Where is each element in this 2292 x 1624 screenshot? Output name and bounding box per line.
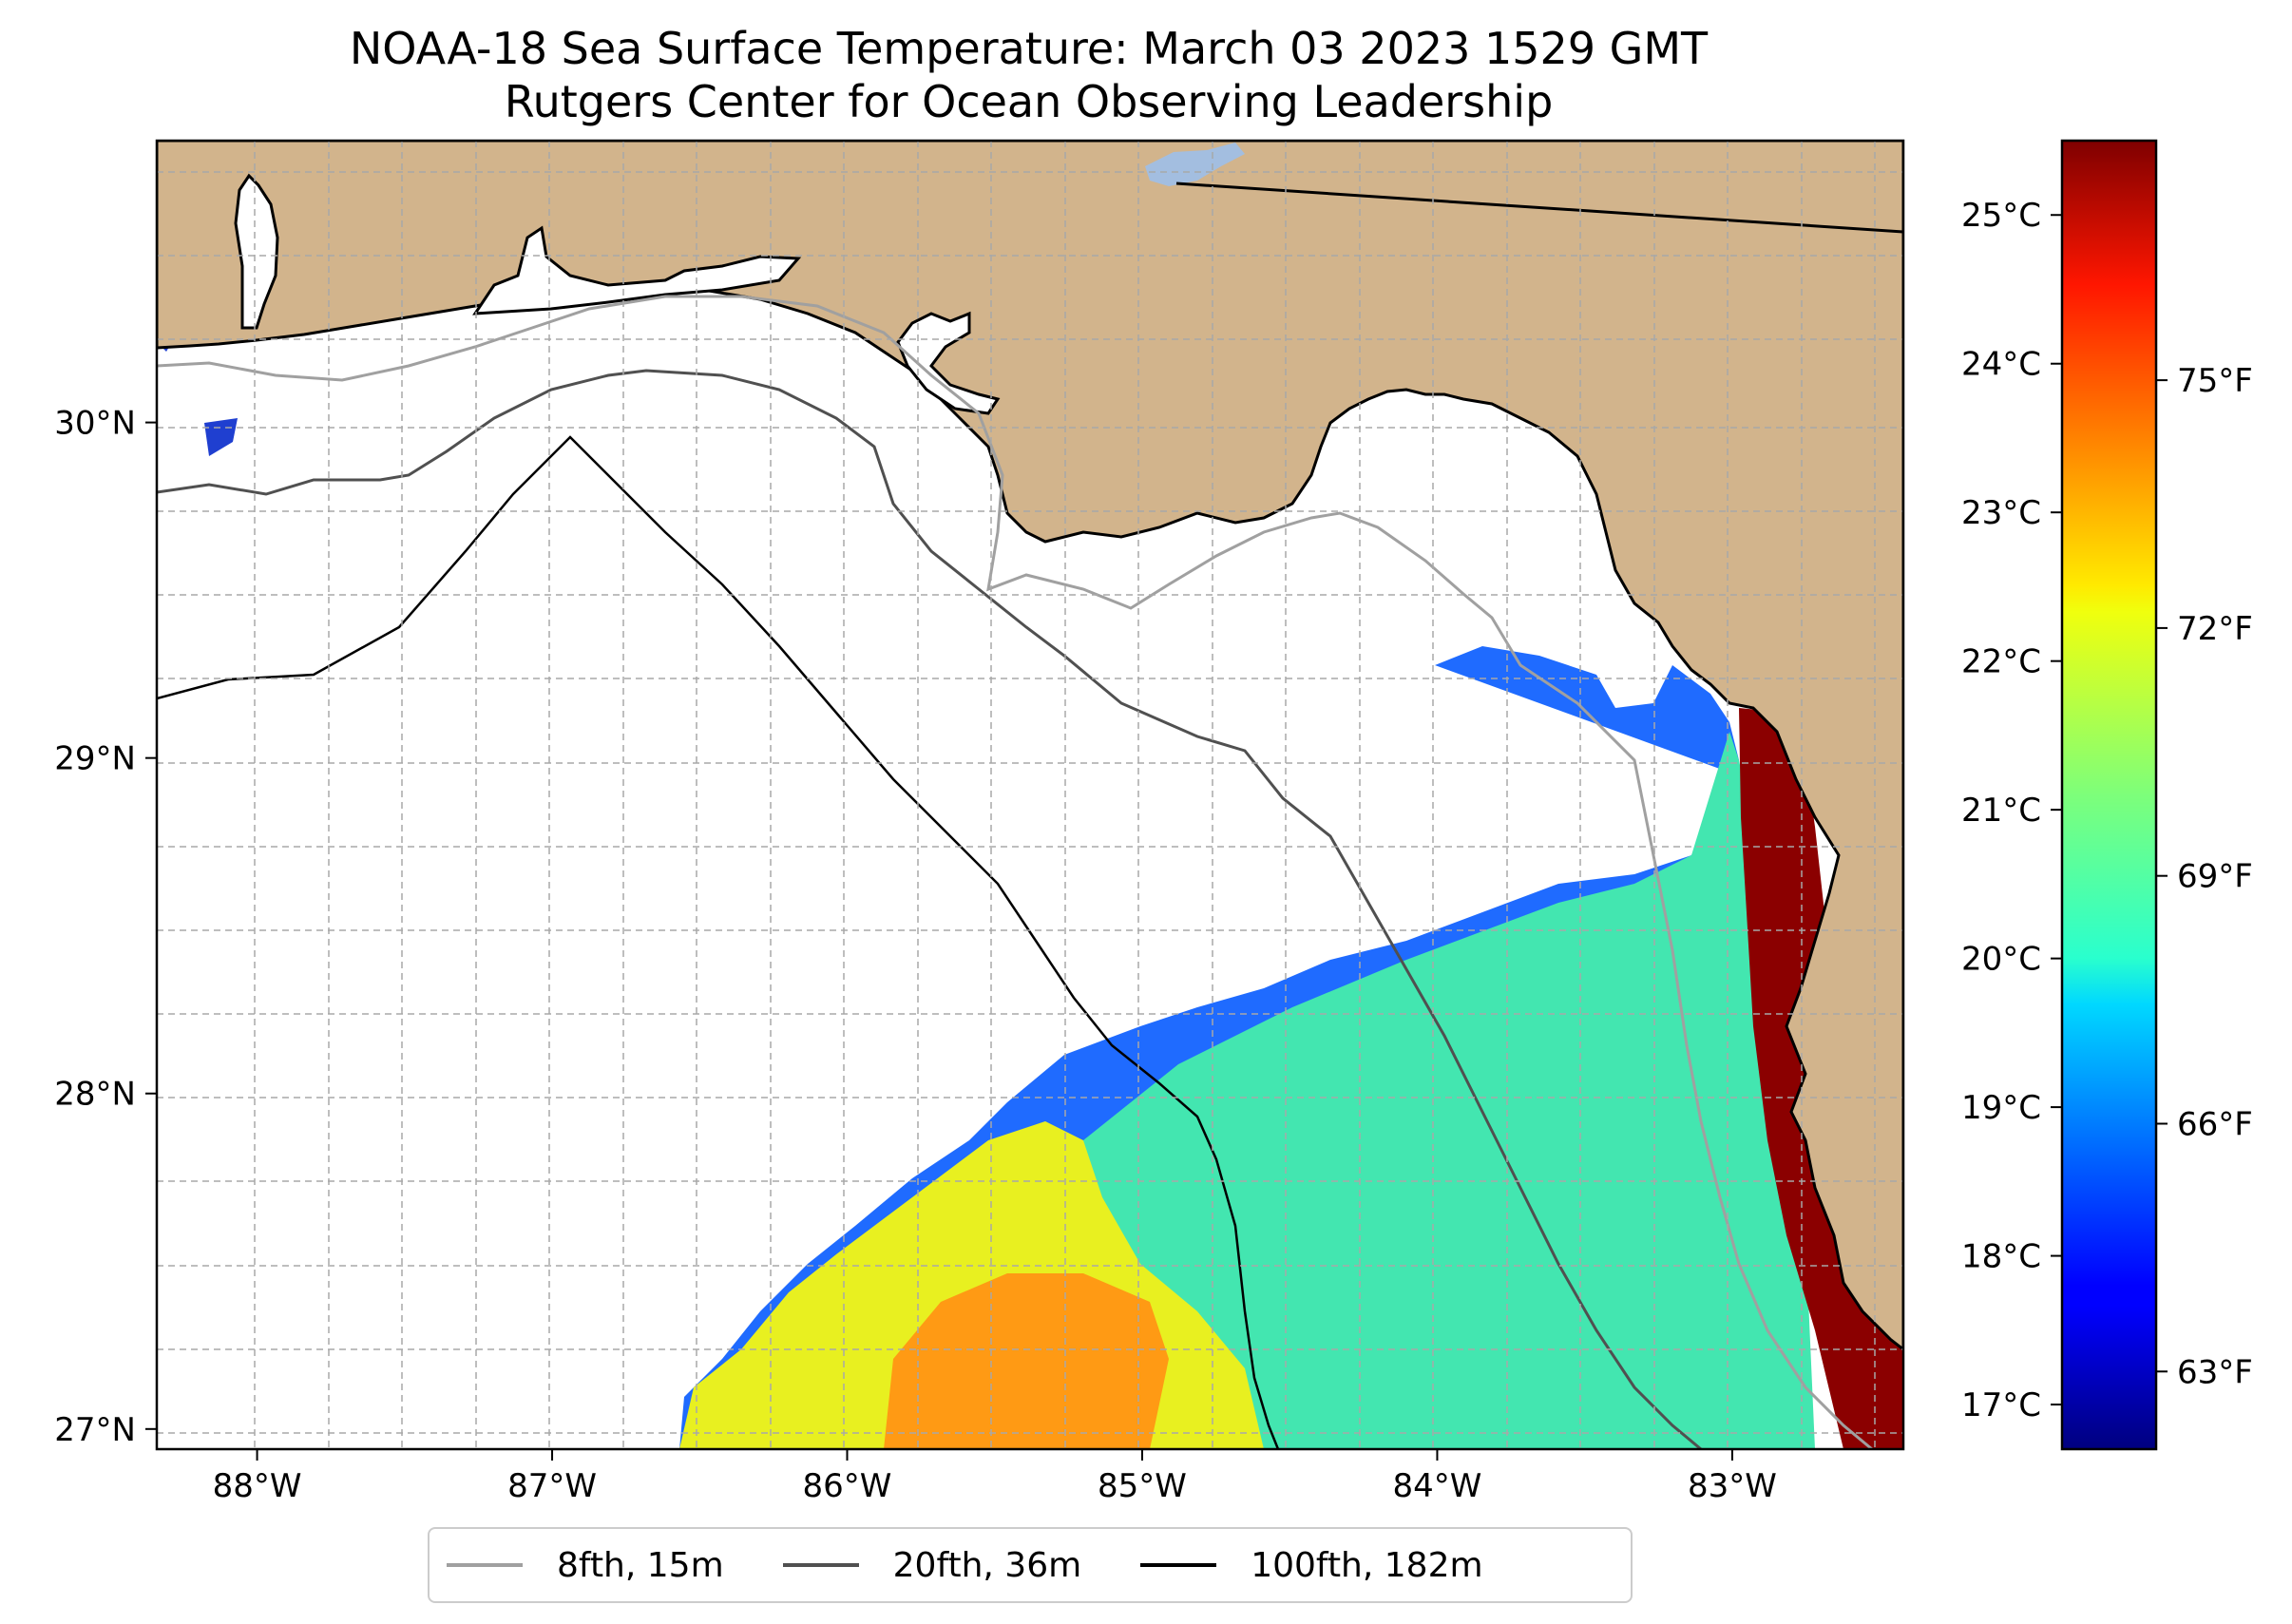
- x-tick-label-3: 85°W: [1098, 1467, 1187, 1505]
- c-tick-label-4: 21°C: [1961, 792, 2041, 830]
- isobath-8fth: [157, 295, 1873, 1449]
- c-tick-label-3: 20°C: [1961, 941, 2041, 979]
- bay-west: [234, 173, 279, 330]
- x-tick-label-2: 86°W: [803, 1467, 892, 1505]
- map-ticks: 88°W 87°W 86°W 85°W 84°W 83°W 27°N 28°N 29°N 30°N: [54, 405, 1777, 1505]
- f-tick-label-2: 69°F: [2177, 858, 2253, 896]
- f-tick-label-0: 63°F: [2177, 1353, 2253, 1391]
- gridlines: [157, 141, 1903, 1449]
- legend-label-8fth: 8fth, 15m: [557, 1545, 724, 1585]
- x-tick-label-4: 84°W: [1393, 1467, 1482, 1505]
- isobath-20fth: [157, 369, 1702, 1449]
- x-tick-label-1: 87°W: [507, 1467, 597, 1505]
- legend-swatch-20fth: [782, 1563, 859, 1567]
- y-tick-label-0: 27°N: [54, 1411, 136, 1449]
- sst-region-orange-southwest: [884, 1273, 1169, 1449]
- c-tick-label-6: 23°C: [1961, 494, 2041, 532]
- y-tick-label-3: 30°N: [54, 405, 136, 443]
- sst-region-cyan-green-shelf: [1055, 732, 1815, 1449]
- f-tick-label-3: 72°F: [2177, 610, 2253, 648]
- sst-map: 88°W 87°W 86°W 85°W 84°W 83°W 27°N 28°N 29°N 30°N: [54, 139, 1905, 1505]
- c-tick-label-2: 19°C: [1961, 1089, 2041, 1127]
- legend-label-20fth: 20fth, 36m: [892, 1545, 1082, 1585]
- y-tick-label-1: 28°N: [54, 1076, 136, 1114]
- x-tick-label-0: 88°W: [213, 1467, 302, 1505]
- legend: 8fth, 15m 20fth, 36m 100fth, 182m: [428, 1527, 1633, 1603]
- lake: [1145, 143, 1245, 186]
- map-frame: [155, 139, 1905, 1451]
- c-tick-label-0: 17°C: [1961, 1386, 2041, 1424]
- legend-swatch-8fth: [447, 1563, 523, 1567]
- legend-item-8fth: 8fth, 15m: [447, 1546, 724, 1585]
- x-tick-label-5: 83°W: [1688, 1467, 1777, 1505]
- f-tick-label-1: 66°F: [2177, 1105, 2253, 1143]
- colorbar-ticks: 17°C 18°C 19°C 20°C 21°C 22°C 23°C 24°C 25°C 63°F…: [1961, 197, 2253, 1424]
- colorbar: 17°C 18°C 19°C 20°C 21°C 22°C 23°C 24°C 25°C 63°F…: [1961, 139, 2253, 1451]
- isobath-100fth: [157, 435, 1280, 1449]
- colorbar-gradient: [2060, 139, 2158, 1451]
- c-tick-label-7: 24°C: [1961, 346, 2041, 384]
- c-tick-label-8: 25°C: [1961, 197, 2041, 235]
- legend-swatch-100fth: [1140, 1563, 1217, 1567]
- c-tick-label-5: 22°C: [1961, 643, 2041, 681]
- y-tick-label-2: 29°N: [54, 740, 136, 778]
- legend-item-100fth: 100fth, 182m: [1140, 1545, 1483, 1585]
- bay-pensacola: [472, 225, 802, 315]
- state-border: [1175, 182, 1903, 234]
- legend-item-20fth: 20fth, 36m: [782, 1545, 1082, 1585]
- legend-label-100fth: 100fth, 182m: [1251, 1545, 1483, 1585]
- title-line-2: Rutgers Center for Ocean Observing Leade…: [504, 76, 1554, 127]
- title-line-1: NOAA-18 Sea Surface Temperature: March 0…: [349, 23, 1709, 74]
- land: [157, 141, 1903, 1351]
- c-tick-label-1: 18°C: [1961, 1238, 2041, 1276]
- f-tick-label-4: 75°F: [2177, 362, 2253, 400]
